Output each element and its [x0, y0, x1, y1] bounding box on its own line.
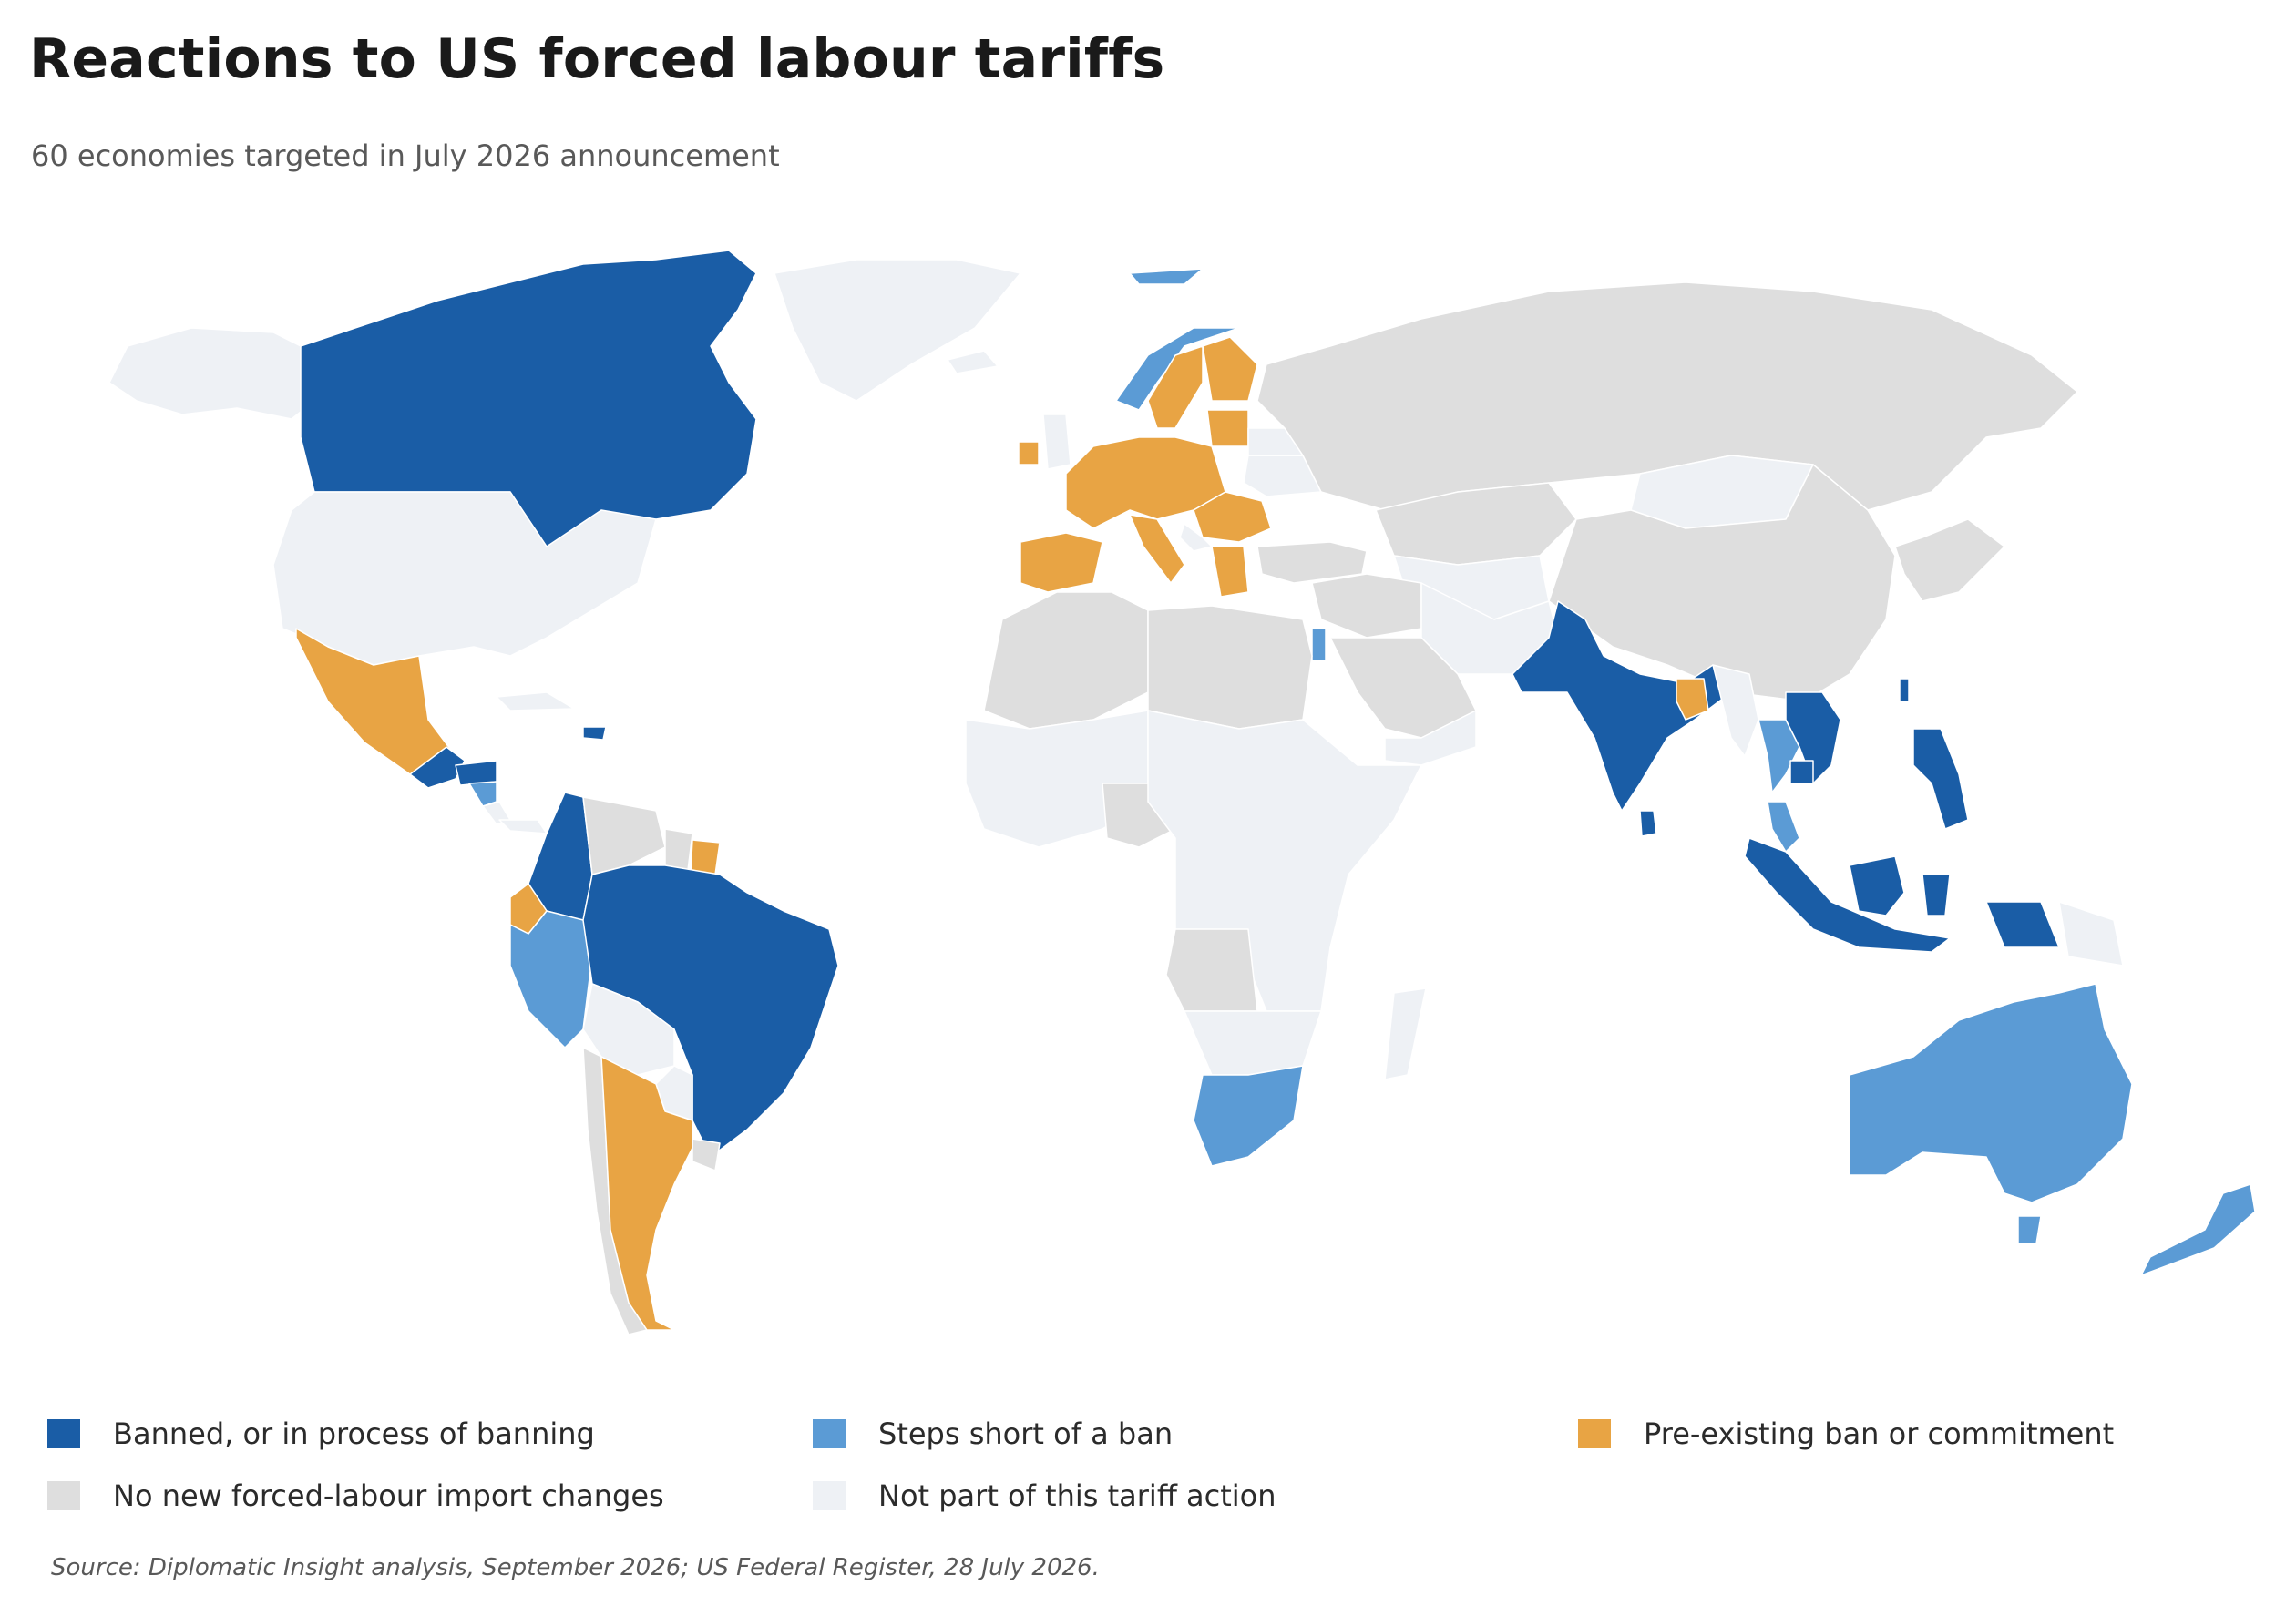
country-turkey[interactable] — [1256, 541, 1368, 584]
country-uruguay[interactable] — [692, 1138, 721, 1171]
country-sulawesi[interactable] — [1922, 874, 1951, 916]
country-peru[interactable] — [509, 910, 593, 1049]
country-guyana[interactable] — [664, 828, 693, 871]
country-mexico[interactable] — [295, 628, 475, 775]
country-dominican-republic[interactable] — [582, 726, 607, 741]
country-baltics[interactable] — [1206, 409, 1249, 447]
country-papua[interactable] — [1985, 901, 2060, 948]
country-balkans[interactable] — [1179, 523, 1213, 552]
country-png[interactable] — [2058, 901, 2124, 967]
country-jordan-israel[interactable] — [1311, 628, 1327, 661]
country-malaysia[interactable] — [1767, 801, 1800, 853]
country-egypt-libya[interactable] — [1147, 605, 1313, 730]
country-southern-africa[interactable] — [1184, 1010, 1322, 1076]
country-bangladesh[interactable] — [1676, 678, 1709, 721]
country-iceland[interactable] — [947, 350, 999, 374]
page-title: Reactions to US forced labour tariffs — [29, 27, 1165, 91]
country-finland[interactable] — [1202, 336, 1258, 402]
country-spain-portugal[interactable] — [1020, 532, 1103, 593]
country-russia[interactable] — [1256, 281, 2078, 511]
country-new-zealand[interactable] — [2140, 1183, 2256, 1276]
country-tasmania[interactable] — [2017, 1215, 2042, 1244]
country-greece[interactable] — [1211, 546, 1249, 598]
source-note: Source: Diplomatic Insight analysis, Sep… — [51, 1554, 1100, 1581]
country-sri-lanka[interactable] — [1639, 810, 1657, 837]
country-borneo[interactable] — [1849, 855, 1905, 916]
country-svalbard[interactable] — [1129, 268, 1204, 285]
country-south-africa[interactable] — [1193, 1065, 1304, 1167]
country-norway[interactable] — [1115, 327, 1240, 411]
country-usa[interactable] — [272, 491, 657, 666]
country-italy[interactable] — [1129, 514, 1185, 584]
page-subtitle: 60 economies targeted in July 2026 annou… — [31, 138, 780, 173]
country-suriname[interactable] — [690, 839, 721, 875]
country-laos-vietnam[interactable] — [1785, 691, 1841, 784]
country-sweden[interactable] — [1147, 345, 1204, 429]
country-korea-japan[interactable] — [1894, 518, 2005, 602]
country-uk[interactable] — [1042, 414, 1071, 470]
country-argentina[interactable] — [600, 1056, 693, 1331]
country-pakistan-india[interactable] — [1512, 600, 1732, 812]
country-ireland[interactable] — [1018, 441, 1040, 465]
country-madagascar[interactable] — [1384, 987, 1427, 1080]
country-north-africa[interactable] — [983, 591, 1149, 730]
country-bolivia[interactable] — [582, 983, 675, 1076]
country-venezuela[interactable] — [582, 796, 666, 875]
country-panama[interactable] — [498, 819, 548, 834]
country-taiwan[interactable] — [1899, 678, 1910, 702]
country-sumatra-java[interactable] — [1744, 837, 1951, 953]
country-china[interactable] — [1548, 464, 1896, 702]
country-myanmar[interactable] — [1712, 664, 1759, 757]
country-nicaragua[interactable] — [468, 781, 497, 807]
country-philippines[interactable] — [1912, 728, 1969, 830]
country-angola[interactable] — [1165, 928, 1258, 1012]
country-cambodia[interactable] — [1789, 760, 1814, 784]
country-greenland[interactable] — [774, 259, 1021, 402]
country-alaska[interactable] — [108, 327, 315, 420]
country-australia[interactable] — [1849, 983, 2133, 1203]
country-yemen-oman[interactable] — [1384, 710, 1477, 766]
country-middle-east[interactable] — [1311, 573, 1422, 639]
country-cuba[interactable] — [496, 691, 575, 711]
